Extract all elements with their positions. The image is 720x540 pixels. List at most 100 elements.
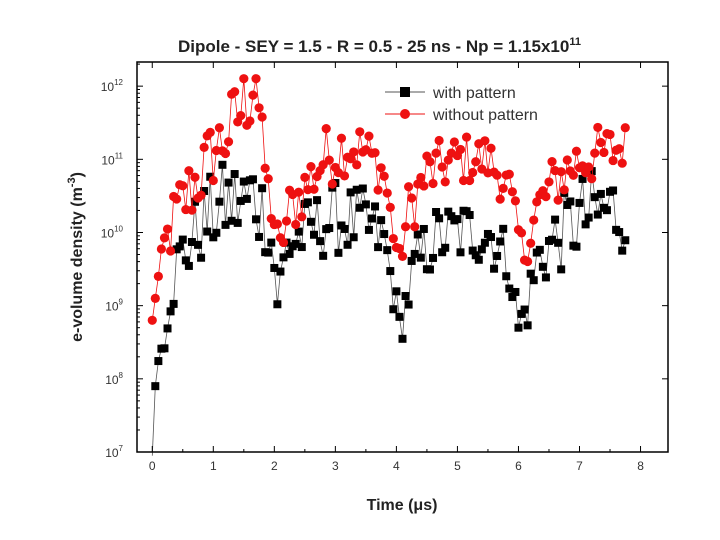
data-point-with-pattern: [514, 323, 523, 332]
data-point-with-pattern: [374, 243, 383, 252]
data-point-with-pattern: [224, 178, 233, 187]
data-point-with-pattern: [538, 262, 547, 271]
data-point-without-pattern: [504, 169, 514, 179]
data-point-without-pattern: [431, 148, 441, 158]
data-point-with-pattern: [163, 324, 172, 333]
data-point-without-pattern: [553, 195, 563, 205]
data-point-without-pattern: [498, 183, 508, 193]
data-point-with-pattern: [294, 227, 303, 236]
data-point-without-pattern: [404, 182, 414, 192]
y-axis-label-text: e-volume density (m: [69, 187, 86, 342]
data-point-without-pattern: [410, 222, 420, 232]
data-point-without-pattern: [376, 163, 386, 173]
data-point-without-pattern: [532, 197, 542, 207]
data-point-without-pattern: [428, 178, 438, 189]
y-tick-label: 1011: [101, 151, 123, 167]
data-point-without-pattern: [434, 135, 444, 146]
data-point-without-pattern: [382, 188, 392, 198]
data-point-without-pattern: [159, 233, 170, 243]
data-point-with-pattern: [529, 276, 538, 285]
data-point-with-pattern: [367, 214, 376, 223]
data-point-with-pattern: [541, 273, 550, 282]
data-point-with-pattern: [227, 216, 236, 225]
plot-frame: [136, 61, 669, 453]
data-point-with-pattern: [279, 253, 288, 262]
x-axis-label: Time (μs): [367, 497, 438, 514]
data-point-without-pattern: [352, 160, 362, 170]
data-point-without-pattern: [486, 143, 496, 153]
data-point-without-pattern: [178, 181, 188, 191]
legend-marker-without-pattern: [400, 109, 410, 119]
data-point-with-pattern: [474, 255, 483, 264]
data-point-with-pattern: [291, 239, 300, 248]
data-point-with-pattern: [221, 220, 230, 229]
data-point-without-pattern: [596, 137, 606, 148]
y-tick-label: 1012: [101, 78, 124, 94]
data-point-without-pattern: [281, 216, 292, 226]
series-with-pattern: [151, 160, 630, 456]
data-point-with-pattern: [453, 215, 462, 224]
data-point-without-pattern: [471, 157, 481, 167]
x-tick-label: 4: [393, 459, 400, 473]
data-point-with-pattern: [493, 251, 502, 260]
data-point-with-pattern: [258, 184, 267, 193]
data-point-with-pattern: [181, 256, 190, 265]
data-point-with-pattern: [602, 206, 611, 215]
data-point-without-pattern: [465, 175, 475, 186]
data-point-with-pattern: [355, 203, 364, 212]
data-point-with-pattern: [535, 245, 544, 254]
data-point-with-pattern: [490, 264, 499, 273]
data-point-without-pattern: [571, 146, 582, 156]
data-point-without-pattern: [208, 175, 218, 186]
data-point-without-pattern: [355, 127, 365, 137]
data-point-with-pattern: [160, 344, 169, 353]
data-point-with-pattern: [499, 224, 508, 233]
data-point-without-pattern: [324, 155, 334, 165]
data-point-without-pattern: [263, 174, 273, 184]
data-point-with-pattern: [313, 196, 322, 205]
data-point-with-pattern: [273, 300, 282, 309]
data-point-with-pattern: [334, 248, 343, 257]
data-point-without-pattern: [568, 170, 578, 180]
data-point-with-pattern: [209, 233, 218, 242]
data-point-with-pattern: [364, 225, 373, 234]
data-point-with-pattern: [392, 287, 401, 296]
data-point-with-pattern: [468, 246, 477, 255]
data-point-without-pattern: [150, 293, 160, 303]
data-point-without-pattern: [440, 177, 450, 187]
x-tick-label: 6: [515, 459, 522, 473]
data-point-without-pattern: [220, 148, 231, 159]
data-point-with-pattern: [477, 245, 486, 254]
data-point-with-pattern: [151, 382, 160, 391]
data-point-without-pattern: [297, 212, 307, 222]
data-point-with-pattern: [511, 287, 520, 296]
y-tick-base: 10: [101, 226, 115, 240]
data-point-without-pattern: [587, 174, 597, 184]
data-point-with-pattern: [593, 210, 602, 219]
data-point-with-pattern: [590, 193, 599, 202]
data-point-without-pattern: [223, 137, 234, 147]
data-point-with-pattern: [526, 269, 535, 278]
data-point-without-pattern: [480, 136, 490, 146]
data-point-without-pattern: [400, 222, 411, 232]
data-point-with-pattern: [200, 187, 209, 195]
data-point-without-pattern: [443, 155, 453, 165]
data-point-without-pattern: [153, 271, 163, 281]
data-point-without-pattern: [190, 172, 200, 182]
data-point-without-pattern: [349, 147, 359, 157]
x-tick-label: 0: [149, 459, 156, 473]
data-point-without-pattern: [294, 187, 304, 197]
y-tick-label: 108: [105, 371, 123, 387]
data-point-without-pattern: [385, 202, 395, 212]
data-point-without-pattern: [239, 74, 249, 84]
data-point-without-pattern: [617, 158, 627, 168]
y-axis-label: e-volume density (m-3): [66, 172, 86, 342]
data-point-with-pattern: [310, 230, 318, 239]
data-point-with-pattern: [267, 238, 276, 247]
chart-title: Dipole - SEY = 1.5 - R = 0.5 - 25 ns - N…: [178, 36, 581, 56]
data-point-with-pattern: [575, 198, 584, 207]
y-tick-exponent: 11: [115, 151, 124, 160]
y-tick-exponent: 10: [114, 224, 123, 233]
data-point-with-pattern: [395, 312, 404, 321]
